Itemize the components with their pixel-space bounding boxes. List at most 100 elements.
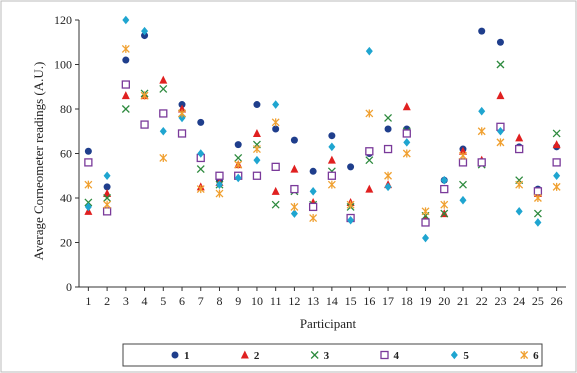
data-point	[384, 113, 393, 122]
data-point	[327, 155, 336, 164]
data-point	[552, 140, 561, 149]
data-point	[440, 200, 449, 209]
data-point	[159, 126, 167, 136]
data-point	[252, 128, 261, 137]
x-tick-label: 25	[532, 294, 544, 308]
data-point	[178, 109, 186, 118]
data-point	[103, 189, 112, 198]
data-point	[478, 106, 486, 116]
data-point	[309, 167, 317, 175]
data-point	[383, 144, 393, 154]
x-tick-label: 2	[104, 294, 110, 308]
data-point	[496, 38, 504, 46]
data-points	[84, 15, 561, 243]
data-point	[84, 198, 93, 207]
legend-item: 1	[171, 350, 190, 362]
data-point	[271, 186, 280, 195]
data-point	[271, 118, 280, 127]
x-tick-label: 1	[85, 294, 91, 308]
data-point	[141, 26, 149, 36]
data-point	[196, 165, 205, 174]
y-tick-label: 0	[66, 280, 72, 294]
legend-marker	[310, 351, 319, 359]
data-point	[271, 162, 280, 172]
data-point	[365, 46, 373, 56]
data-point	[533, 209, 542, 218]
x-tick-label: 20	[438, 294, 450, 308]
data-point	[496, 91, 505, 100]
x-tick-label: 21	[457, 294, 469, 308]
data-point	[384, 182, 392, 192]
y-tick-label: 120	[54, 13, 72, 27]
data-point	[328, 142, 336, 152]
data-point	[533, 194, 542, 202]
data-point	[478, 27, 486, 35]
data-point	[103, 171, 111, 181]
x-tick-label: 4	[142, 294, 148, 308]
data-point	[552, 182, 561, 191]
data-point	[197, 118, 205, 126]
data-point	[365, 184, 374, 193]
data-point	[252, 171, 262, 180]
x-tick-label: 22	[476, 294, 488, 308]
x-tick-label: 13	[307, 294, 319, 308]
x-tick-label: 24	[513, 294, 525, 308]
data-point	[84, 147, 92, 155]
data-point	[121, 80, 130, 89]
data-point	[515, 207, 523, 216]
data-point	[533, 187, 543, 196]
x-tick-label: 8	[216, 294, 222, 308]
data-point	[459, 151, 467, 160]
data-point	[234, 173, 242, 183]
data-point	[365, 147, 374, 156]
data-point	[402, 102, 411, 111]
data-point	[422, 233, 430, 243]
data-point	[458, 146, 467, 155]
data-point	[196, 185, 205, 194]
data-point	[103, 183, 111, 191]
data-point	[496, 126, 504, 136]
legend-item: 3	[310, 350, 330, 362]
x-tick-label: 3	[123, 294, 129, 308]
data-point	[440, 184, 449, 194]
data-point	[121, 44, 130, 53]
data-point	[272, 125, 280, 133]
data-point	[177, 129, 187, 138]
legend-label: 1	[184, 350, 190, 362]
data-point	[347, 163, 355, 171]
legend-item: 4	[380, 350, 400, 362]
data-point	[159, 85, 168, 93]
data-point	[215, 180, 223, 189]
x-tick-label: 23	[494, 294, 506, 308]
data-point	[272, 100, 280, 109]
x-tick-label: 10	[251, 294, 263, 308]
data-point	[477, 127, 486, 136]
data-point	[496, 60, 505, 69]
data-point	[308, 202, 318, 212]
data-point	[515, 144, 524, 154]
legend: 1 2 3 4 5 6	[122, 343, 543, 367]
data-point	[440, 209, 449, 218]
data-point	[402, 129, 411, 138]
data-point	[553, 171, 561, 181]
x-tick-label: 6	[179, 294, 185, 308]
y-tick-label: 100	[54, 58, 72, 72]
series-2	[84, 75, 561, 222]
data-point	[402, 149, 411, 158]
data-point	[197, 149, 205, 158]
data-point	[515, 133, 524, 142]
legend-item: 6	[520, 350, 539, 362]
series-4	[84, 80, 561, 227]
data-point	[440, 175, 448, 185]
data-point	[458, 158, 468, 167]
data-point	[552, 129, 561, 138]
series-5	[84, 15, 561, 243]
x-tick-label: 15	[345, 294, 357, 308]
series-6	[84, 44, 561, 223]
data-point	[215, 189, 224, 198]
y-axis-label: Average Corneometer readings (A.U.)	[31, 62, 46, 261]
data-point	[103, 194, 112, 202]
